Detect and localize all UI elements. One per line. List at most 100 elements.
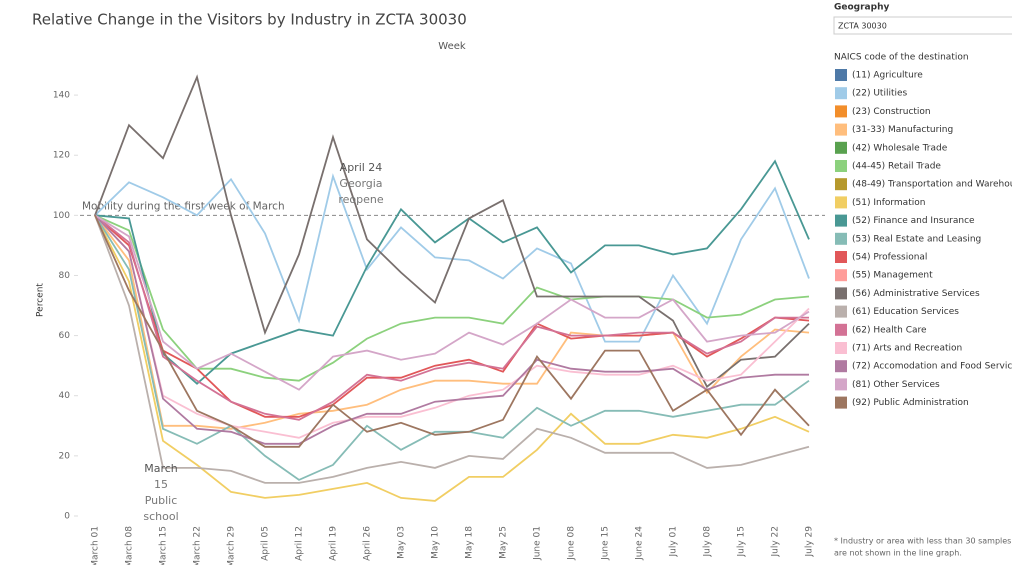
x-tick-label: May 10 [431,526,441,559]
legend-label: (11) Agriculture [852,71,923,81]
legend-swatch [835,396,847,409]
legend-label: (31-33) Manufacturing [852,125,953,135]
annotation: 15 [154,478,168,491]
legend-label: (54) Professional [852,253,927,263]
annotation: April 24 [340,161,383,174]
legend-label: (61) Education Services [852,307,959,317]
legend-swatch [835,87,847,100]
series-line [94,214,809,445]
legend-swatch [835,269,847,282]
legend-swatch [835,360,847,373]
annotation: Public [145,494,178,507]
x-tick-label: March 01 [91,526,101,565]
series-line [94,74,810,389]
legend-label: (71) Arts and Recreation [852,344,962,354]
x-tick-label: June 01 [533,526,543,561]
legend-swatch [835,69,847,81]
x-tick-label: March 22 [193,526,203,565]
filter-value[interactable]: ZCTA 30030 [838,22,887,31]
series-line [94,214,809,421]
x-tick-label: July 01 [669,526,679,558]
filter-label: Geography [834,3,889,13]
legend-label: (92) Public Administration [852,398,969,408]
legend-swatch [835,214,847,227]
x-tick-label: May 25 [499,526,509,559]
x-tick-label: April 26 [363,526,373,561]
legend-label: (44-45) Retail Trade [852,162,941,172]
legend-label: (23) Construction [852,107,931,117]
series-line [94,214,810,484]
reference-label: Mobility during the first week of March [82,200,285,212]
series-line [94,214,810,502]
y-tick-label: 140 [53,91,70,101]
legend-label: (62) Health Care [852,325,927,335]
legend-swatch [835,178,847,191]
series-line [94,214,810,418]
series-line [94,214,810,391]
chart-title: Relative Change in the Visitors by Indus… [32,11,467,29]
legend-swatch [835,141,847,154]
y-tick-label: 80 [59,271,71,281]
legend-swatch [835,305,847,318]
annotation: reopene [338,193,384,206]
y-tick-label: 40 [59,391,71,401]
footnote: * Industry or area with less than 30 sam… [834,537,1011,546]
x-tick-label: July 22 [771,526,781,558]
filter-dropdown[interactable] [833,16,1012,35]
legend-swatch [835,251,847,263]
x-tick-label: March 15 [159,526,169,565]
annotation: March [144,462,178,475]
legend-label: (48-49) Transportation and Warehousing [852,180,1012,190]
y-tick-label: 100 [53,211,70,221]
legend-swatch [835,323,847,336]
x-tick-label: March 29 [227,526,237,565]
x-tick-label: April 05 [261,526,271,561]
legend-swatch [835,196,847,209]
x-tick-label: June 08 [567,526,577,561]
x-tick-label: May 03 [397,526,407,559]
x-tick-label: July 15 [737,526,747,558]
legend-swatch [835,342,847,354]
legend-label: (42) Wholesale Trade [852,143,948,153]
series-line [94,214,810,448]
legend-label: (56) Administrative Services [852,289,980,299]
annotation: Georgia [339,177,382,190]
y-axis-title: Percent [36,283,46,317]
x-tick-label: March 08 [125,526,135,565]
y-tick-label: 120 [53,151,70,161]
legend-label: (22) Utilities [852,89,908,99]
x-tick-label: April 12 [295,526,305,561]
x-axis-title: Week [438,41,466,52]
x-tick-label: June 24 [635,526,645,561]
legend-label: (55) Management [852,271,933,281]
legend-label: (53) Real Estate and Leasing [852,234,981,244]
series-line [94,214,810,439]
legend-swatch [835,105,847,118]
annotation: school [143,510,178,523]
x-tick-label: July 08 [703,526,713,558]
series-line [94,214,810,382]
x-tick-label: July 29 [805,526,815,558]
legend-swatch [835,378,847,391]
x-tick-label: June 15 [601,526,611,561]
legend-label: (72) Accomodation and Food Services [852,362,1012,372]
series-line [94,159,810,385]
legend-swatch [835,160,847,172]
legend-label: (52) Finance and Insurance [852,216,975,226]
series-line [94,214,810,430]
y-tick-label: 0 [64,511,70,521]
series-line [94,214,810,481]
legend-label: (51) Information [852,198,925,208]
legend-label: (81) Other Services [852,380,940,390]
legend-title: NAICS code of the destination [834,53,969,63]
footnote: are not shown in the line graph. [834,549,962,558]
legend-swatch [835,232,847,245]
legend-swatch [835,287,847,300]
y-tick-label: 60 [59,331,71,341]
legend-swatch [835,123,847,136]
x-tick-label: April 19 [329,526,339,561]
y-tick-label: 20 [59,451,71,461]
x-tick-label: May 18 [465,526,475,559]
